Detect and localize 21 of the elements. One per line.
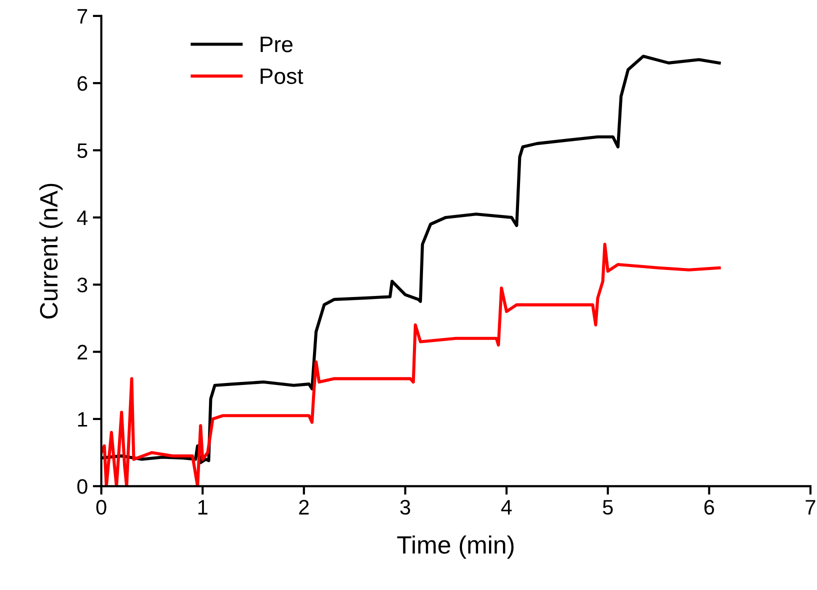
y-tick-label: 3 — [77, 278, 88, 292]
x-axis-title: Time (min) — [397, 535, 514, 559]
legend-label: Pre — [260, 36, 292, 52]
y-axis-title: Current (nA) — [39, 184, 63, 319]
y-tick-label: 2 — [78, 344, 88, 360]
y-tick-label: 0 — [77, 479, 88, 494]
x-tick-label: 1 — [198, 500, 208, 514]
line-series — [101, 242, 721, 486]
legend-label: Post — [260, 68, 304, 84]
x-tick-label: 4 — [501, 500, 512, 514]
x-tick-label: 7 — [806, 500, 816, 514]
x-tick-label: 0 — [96, 500, 106, 515]
y-tick-label: 7 — [78, 9, 88, 24]
y-tick-label: 1 — [78, 412, 88, 427]
x-tick-label: 3 — [400, 500, 410, 515]
x-tick-label: 6 — [704, 500, 714, 515]
y-tick-label: 6 — [78, 76, 88, 91]
y-tick-label: 5 — [77, 144, 88, 158]
y-tick-label: 4 — [77, 210, 88, 226]
x-tick-label: 2 — [299, 500, 309, 514]
x-tick-label: 5 — [602, 500, 613, 515]
